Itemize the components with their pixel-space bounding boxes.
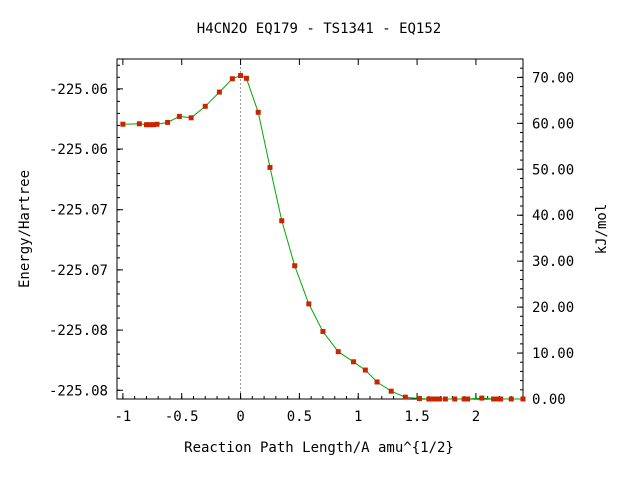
y-tick-label-right: 20.00 xyxy=(532,300,574,316)
data-point xyxy=(229,76,235,82)
y-tick-label-right: 70.00 xyxy=(532,70,574,86)
data-point xyxy=(433,396,439,402)
x-tick-label: 2 xyxy=(472,409,480,425)
data-point xyxy=(465,396,471,402)
data-point xyxy=(188,115,194,121)
data-point xyxy=(416,396,422,402)
data-point xyxy=(520,396,526,402)
chart-title: H4CN2O EQ179 - TS1341 - EQ152 xyxy=(197,21,441,37)
data-point xyxy=(120,121,126,127)
data-point xyxy=(154,121,160,127)
data-point xyxy=(143,122,149,128)
y-tick-label-right: 60.00 xyxy=(532,116,574,132)
x-axis-label: Reaction Path Length/A amu^{1/2} xyxy=(184,440,454,456)
data-point xyxy=(243,75,249,81)
data-point xyxy=(479,395,485,401)
data-point xyxy=(388,388,394,394)
data-point xyxy=(292,263,298,269)
data-point xyxy=(491,396,497,402)
data-point xyxy=(216,89,222,95)
data-point xyxy=(374,379,380,385)
y-tick-label-left: -225.06 xyxy=(49,82,108,98)
data-point xyxy=(494,396,500,402)
data-point xyxy=(508,396,514,402)
data-point xyxy=(150,122,156,128)
data-point xyxy=(442,396,448,402)
y-axis-label-left: Energy/Hartree xyxy=(17,170,33,288)
data-point xyxy=(202,103,208,109)
y-tick-label-right: 40.00 xyxy=(532,208,574,224)
x-tick-label: 1 xyxy=(354,409,362,425)
data-point xyxy=(461,396,467,402)
plot-area: -1 -0.5 0 0.5 1 1.5 2 -225.06 -225.06 -225.07 -225… xyxy=(49,58,574,425)
data-point xyxy=(436,396,442,402)
x-tick-label: 1.5 xyxy=(404,409,429,425)
x-tick-label: 0 xyxy=(236,409,244,425)
y-tick-label-left: -225.08 xyxy=(49,383,108,399)
series-line xyxy=(122,74,523,400)
data-point xyxy=(351,359,357,365)
x-tick-label: 0.5 xyxy=(287,409,312,425)
data-point xyxy=(452,396,458,402)
data-point xyxy=(147,122,153,128)
y-tick-label-left: -225.07 xyxy=(49,263,108,279)
y-tick-label-right: 50.00 xyxy=(532,162,574,178)
data-point xyxy=(136,121,142,127)
y-tick-label-right: 0.00 xyxy=(532,392,566,408)
y-tick-label-left: -225.07 xyxy=(49,203,108,219)
x-tick-label: -1 xyxy=(114,409,131,425)
data-point xyxy=(402,394,408,400)
data-point xyxy=(306,301,312,307)
y-tick-label-right: 30.00 xyxy=(532,254,574,270)
data-point xyxy=(320,328,326,334)
plot-frame xyxy=(116,58,524,400)
data-point xyxy=(255,109,261,115)
data-point xyxy=(362,367,368,373)
data-point xyxy=(426,396,432,402)
data-point xyxy=(176,113,182,119)
data-point xyxy=(498,396,504,402)
y-tick-label-left: -225.06 xyxy=(49,142,108,158)
data-point xyxy=(335,349,341,355)
data-point xyxy=(238,73,244,79)
data-point xyxy=(267,164,273,170)
x-tick-label: -0.5 xyxy=(165,409,199,425)
y-axis-label-right: kJ/mol xyxy=(594,204,610,255)
y-tick-label-left: -225.08 xyxy=(49,323,108,339)
data-point xyxy=(279,218,285,224)
y-tick-label-right: 10.00 xyxy=(532,346,574,362)
data-point xyxy=(165,119,171,125)
